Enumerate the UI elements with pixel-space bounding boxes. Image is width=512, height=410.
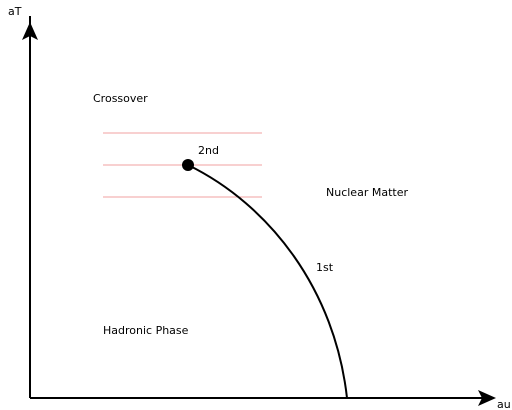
region-label: Nuclear Matter — [326, 186, 408, 199]
y-axis-label: aT — [8, 5, 22, 18]
first-order-line — [187, 164, 348, 399]
region-label: Hadronic Phase — [103, 324, 189, 337]
x-arrowhead — [478, 390, 496, 406]
transition-label: 1st — [316, 261, 334, 274]
region-label: Crossover — [93, 92, 148, 105]
critical-point — [182, 159, 194, 171]
y-arrowhead — [22, 22, 38, 40]
transition-label: 2nd — [198, 144, 219, 157]
x-axis-label: au — [497, 398, 511, 410]
